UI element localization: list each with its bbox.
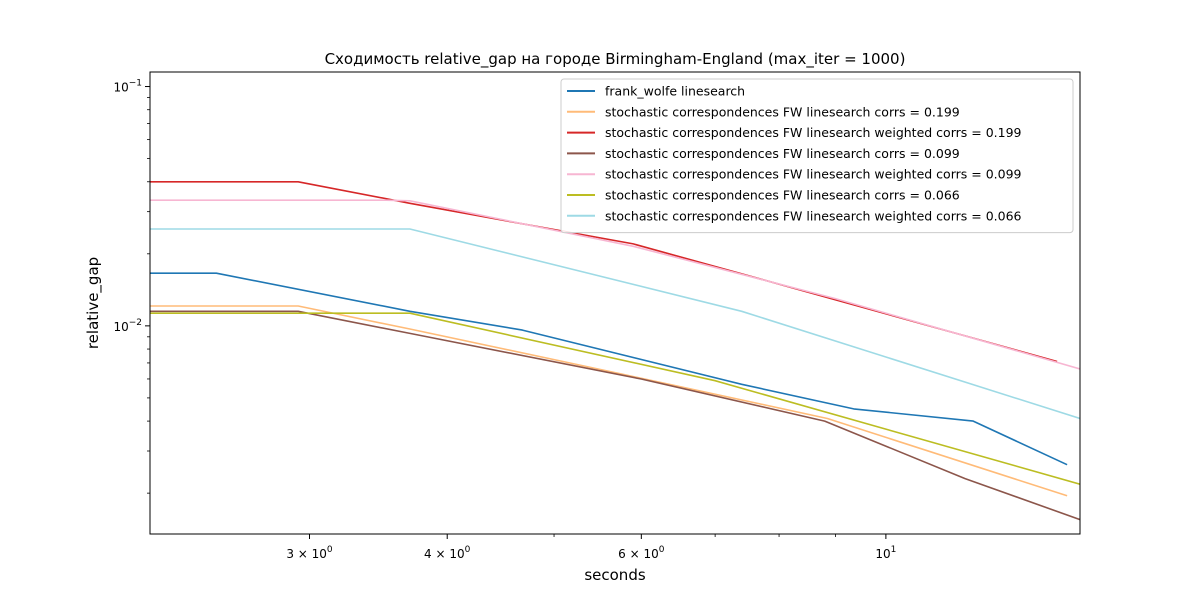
series-line-5	[150, 199, 1080, 370]
chart-title: Сходимость relative_gap на городе Birmin…	[325, 50, 906, 69]
series-line-4	[150, 310, 1080, 521]
ticks-layer: 3 × 100 4 × 100 6 × 100 101 10−1 10−2	[113, 79, 896, 561]
x-axis-label: seconds	[584, 566, 645, 584]
axes-frame	[149, 71, 1081, 535]
legend-frame	[560, 78, 1074, 234]
legend-label-5: stochastic correspondences FW linesearch…	[605, 167, 1022, 182]
x-tick-label: 6 × 100	[618, 545, 665, 561]
legend: frank_wolfe linesearch stochastic corresp…	[560, 78, 1074, 234]
series-line-6	[150, 312, 1080, 485]
y-axis-label: relative_gap	[84, 257, 103, 349]
y-tick-label: 10−1	[113, 79, 142, 95]
x-tick-label: 3 × 100	[286, 545, 333, 561]
legend-label-4: stochastic correspondences FW linesearch…	[605, 146, 960, 161]
series-layer	[150, 181, 1080, 521]
legend-label-3: stochastic correspondences FW linesearch…	[605, 125, 1022, 140]
legend-label-6: stochastic correspondences FW linesearch…	[605, 188, 960, 203]
legend-label-7: stochastic correspondences FW linesearch…	[605, 208, 1022, 223]
legend-label-2: stochastic correspondences FW linesearch…	[605, 104, 960, 119]
series-line-1	[150, 272, 1068, 466]
series-line-7	[150, 228, 1080, 420]
y-tick-label: 10−2	[113, 318, 142, 334]
series-line-2	[150, 305, 1068, 497]
x-tick-label: 101	[875, 545, 896, 561]
x-tick-label: 4 × 100	[424, 545, 471, 561]
legend-label-1: frank_wolfe linesearch	[605, 84, 745, 99]
